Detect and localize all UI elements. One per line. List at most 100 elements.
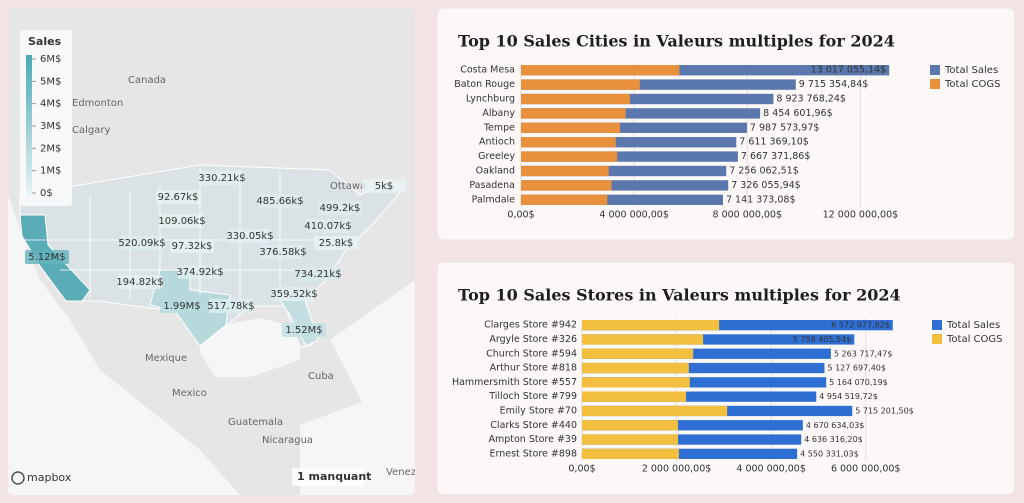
bar bbox=[582, 420, 803, 431]
region-label: 5.12M$ bbox=[28, 252, 65, 263]
bar bbox=[582, 320, 720, 331]
attribution[interactable]: mapbox bbox=[27, 471, 72, 484]
region-label: 25.8k$ bbox=[319, 238, 353, 249]
y-tick-label: Baton Rouge bbox=[454, 79, 515, 90]
bar bbox=[521, 65, 890, 76]
gulf bbox=[200, 318, 300, 377]
region-fill bbox=[209, 299, 253, 313]
legend-label: Total COGS bbox=[944, 79, 1000, 90]
bar bbox=[521, 137, 737, 148]
bar bbox=[582, 377, 827, 388]
mapbox-logo bbox=[11, 471, 25, 485]
region-label: 92.67k$ bbox=[158, 192, 199, 203]
bar bbox=[582, 448, 679, 459]
data-label: 4 954 519,72$ bbox=[819, 392, 878, 401]
legend-swatch bbox=[930, 65, 940, 75]
region-fill bbox=[362, 179, 406, 193]
region-fill bbox=[272, 287, 316, 301]
region-fill bbox=[160, 299, 204, 313]
legend-label: Total Sales bbox=[946, 320, 1000, 331]
region-label: 734.21k$ bbox=[294, 269, 341, 280]
bar bbox=[521, 93, 774, 105]
region-label: 97.32k$ bbox=[172, 241, 213, 252]
place-label: Venez bbox=[386, 467, 416, 478]
bar bbox=[521, 194, 608, 205]
bar bbox=[521, 151, 618, 162]
bar bbox=[582, 377, 690, 388]
y-tick-label: Emily Store #70 bbox=[500, 405, 577, 416]
bar bbox=[521, 194, 723, 205]
y-tick-label: Arthur Store #818 bbox=[490, 363, 577, 374]
bar bbox=[521, 180, 729, 191]
bar bbox=[582, 334, 704, 345]
x-tick-label: 2 000 000,00$ bbox=[642, 464, 712, 475]
x-tick-label: 0,00$ bbox=[568, 464, 595, 475]
region-fill bbox=[306, 219, 350, 233]
bar bbox=[521, 93, 630, 105]
bar bbox=[521, 151, 738, 162]
data-label: 4 670 634,03$ bbox=[806, 421, 865, 430]
legend-tick-label: 6M$ bbox=[40, 54, 61, 65]
data-label: 7 667 371,86$ bbox=[741, 151, 811, 162]
place-label: Calgary bbox=[72, 125, 110, 136]
region-label: 485.66k$ bbox=[256, 196, 303, 207]
y-tick-label: Clarges Store #942 bbox=[484, 320, 577, 331]
x-tick-label: 0,00$ bbox=[507, 210, 534, 221]
atlantic bbox=[300, 280, 415, 495]
data-label: 7 987 573,97$ bbox=[750, 122, 820, 133]
region-fill bbox=[178, 265, 222, 279]
bar bbox=[521, 165, 609, 177]
region-label: 374.92k$ bbox=[176, 267, 223, 278]
place-label: Edmonton bbox=[72, 98, 123, 109]
legend-tick-label: 0$ bbox=[40, 188, 53, 199]
legend-swatch bbox=[932, 334, 942, 344]
data-label: 5 127 697,40$ bbox=[827, 364, 886, 373]
x-tick-label: 4 000 000,00$ bbox=[599, 210, 669, 221]
ocean bbox=[8, 195, 240, 495]
data-label: 7 141 373,08$ bbox=[726, 194, 796, 205]
legend-box bbox=[20, 30, 72, 206]
y-tick-label: Lynchburg bbox=[466, 94, 515, 105]
data-label: 8 454 601,96$ bbox=[763, 108, 833, 119]
region-label: 194.82k$ bbox=[116, 277, 163, 288]
bar bbox=[521, 180, 612, 191]
legend-gradient bbox=[26, 55, 32, 195]
region-fill bbox=[282, 323, 326, 337]
region-label: 1.99M$ bbox=[163, 301, 200, 312]
data-label: 8 923 768,24$ bbox=[776, 94, 846, 105]
region-label: 520.09k$ bbox=[118, 238, 165, 249]
region-label: 109.06k$ bbox=[158, 216, 205, 227]
bar bbox=[521, 65, 680, 76]
place-label: Ottawa bbox=[330, 181, 366, 192]
data-label: 9 715 354,84$ bbox=[799, 79, 869, 90]
x-tick-label: 6 000 000,00$ bbox=[831, 464, 901, 475]
region-fill bbox=[200, 171, 244, 185]
place-label: Guatemala bbox=[228, 417, 283, 428]
y-tick-label: Hammersmith Store #557 bbox=[452, 377, 577, 388]
region-fill bbox=[228, 229, 272, 243]
bar bbox=[582, 362, 825, 374]
region-fill bbox=[156, 190, 200, 204]
bar bbox=[582, 362, 689, 374]
y-tick-label: Tempe bbox=[483, 122, 515, 133]
bar bbox=[582, 405, 728, 417]
region-fill bbox=[314, 236, 358, 250]
legend-tick-label: 3M$ bbox=[40, 121, 61, 132]
region-label: 499.2k$ bbox=[320, 203, 361, 214]
legend-tick-label: 2M$ bbox=[40, 143, 61, 154]
data-label: 13 017 055,14$ bbox=[811, 65, 887, 76]
region-label: 5k$ bbox=[375, 181, 394, 192]
region-label: 376.58k$ bbox=[259, 247, 306, 258]
x-tick-label: 12 000 000,00$ bbox=[823, 210, 899, 221]
region-fill bbox=[170, 239, 214, 253]
map[interactable]: Sales mapbox 1 manquant 6M$ 5M$ 4M$ 3M$ 2M$ 1… bbox=[8, 8, 416, 495]
bar bbox=[521, 122, 747, 133]
region-fill bbox=[160, 214, 204, 228]
data-label: 7 611 369,10$ bbox=[739, 137, 809, 148]
bar bbox=[521, 108, 626, 119]
data-label: 4 636 316,20$ bbox=[804, 435, 863, 444]
legend-label: Total COGS bbox=[946, 334, 1002, 345]
region-fill bbox=[120, 236, 164, 250]
bar bbox=[521, 137, 616, 148]
